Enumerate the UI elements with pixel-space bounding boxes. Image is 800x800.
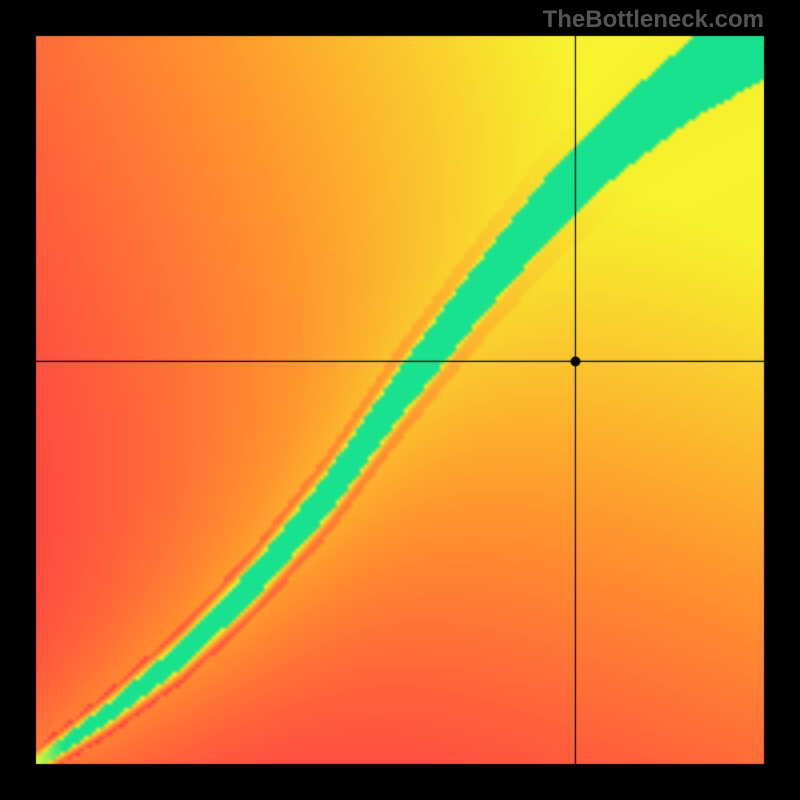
- watermark-text: TheBottleneck.com: [543, 6, 764, 34]
- bottleneck-heatmap: [0, 0, 800, 800]
